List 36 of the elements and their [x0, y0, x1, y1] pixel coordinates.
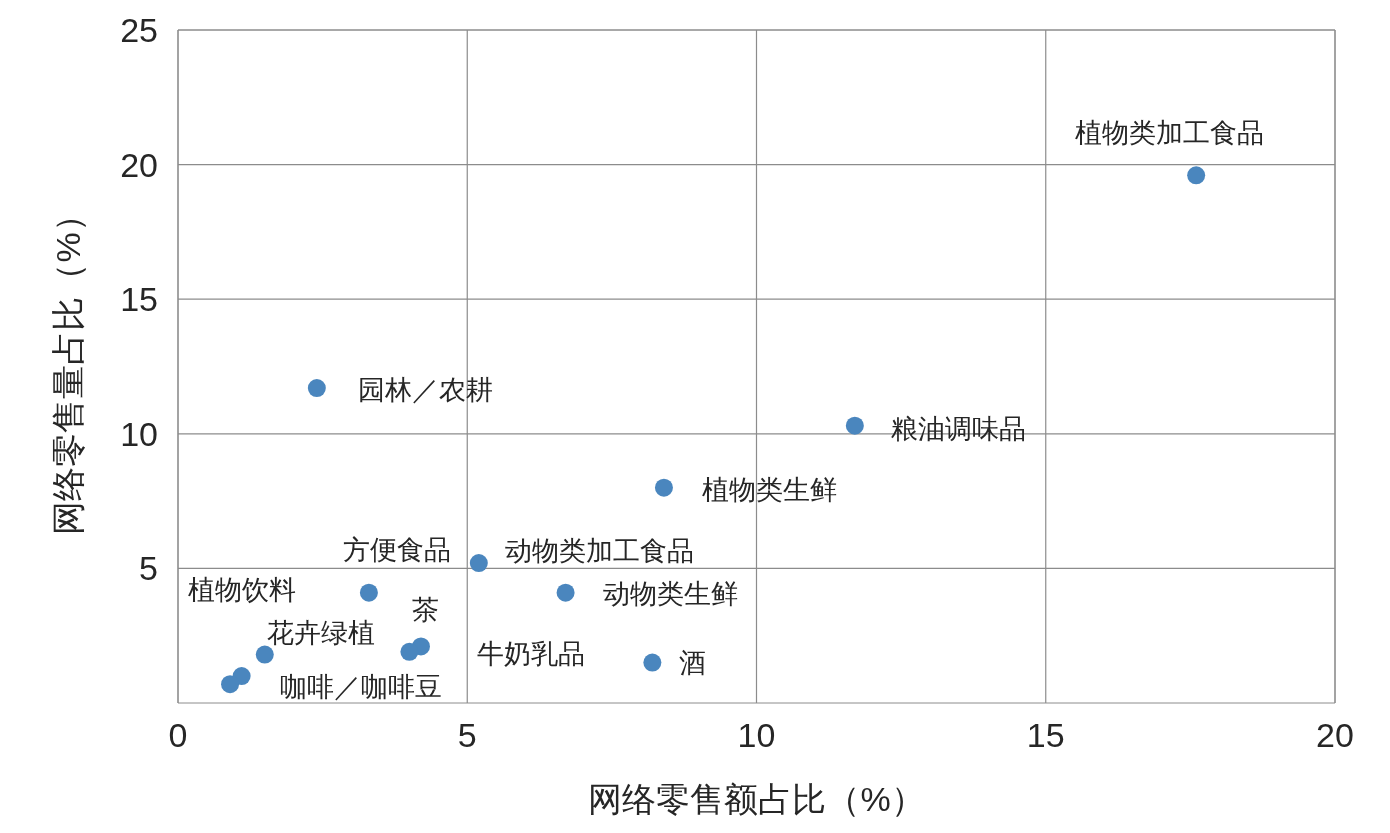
x-tick-label: 5	[457, 716, 477, 755]
annotation: 园林／农耕	[358, 375, 494, 406]
annotation: 植物类加工食品	[1074, 118, 1264, 149]
point	[307, 379, 326, 398]
y-tick-label: 20	[120, 145, 158, 184]
y-tick-label: 10	[120, 414, 158, 453]
point	[643, 653, 662, 672]
x-axis-title: 网络零售额占比（%）	[588, 780, 925, 818]
x-tick-label: 10	[737, 716, 776, 755]
x-tick-label: 0	[168, 716, 188, 755]
point	[1187, 166, 1206, 185]
annotation: 粮油调味品	[891, 413, 1027, 444]
annotation: 酒	[678, 647, 706, 678]
point	[221, 675, 240, 694]
point	[469, 554, 488, 573]
x-tick-label: 15	[1026, 716, 1065, 755]
point	[255, 645, 274, 664]
point	[845, 416, 864, 435]
annotation: 植物类生鲜	[702, 474, 838, 505]
annotation: 牛奶乳品	[477, 638, 586, 669]
point	[654, 478, 673, 497]
x-tick-label: 20	[1316, 716, 1354, 755]
annotation: 花卉绿植	[266, 617, 375, 648]
y-tick-label: 25	[120, 11, 158, 50]
y-tick-label: 5	[139, 549, 158, 588]
y-axis-title: 网络零售量占比（%）	[49, 198, 87, 535]
point	[359, 583, 378, 602]
annotation: 动物类加工食品	[505, 536, 695, 567]
point	[400, 642, 419, 661]
annotation: 茶	[412, 595, 440, 626]
annotation: 咖啡／咖啡豆	[280, 672, 443, 703]
point	[556, 583, 575, 602]
annotation: 植物饮料	[187, 575, 296, 606]
y-tick-label: 15	[120, 280, 158, 319]
annotation: 方便食品	[342, 534, 451, 565]
annotation: 动物类生鲜	[603, 578, 739, 609]
